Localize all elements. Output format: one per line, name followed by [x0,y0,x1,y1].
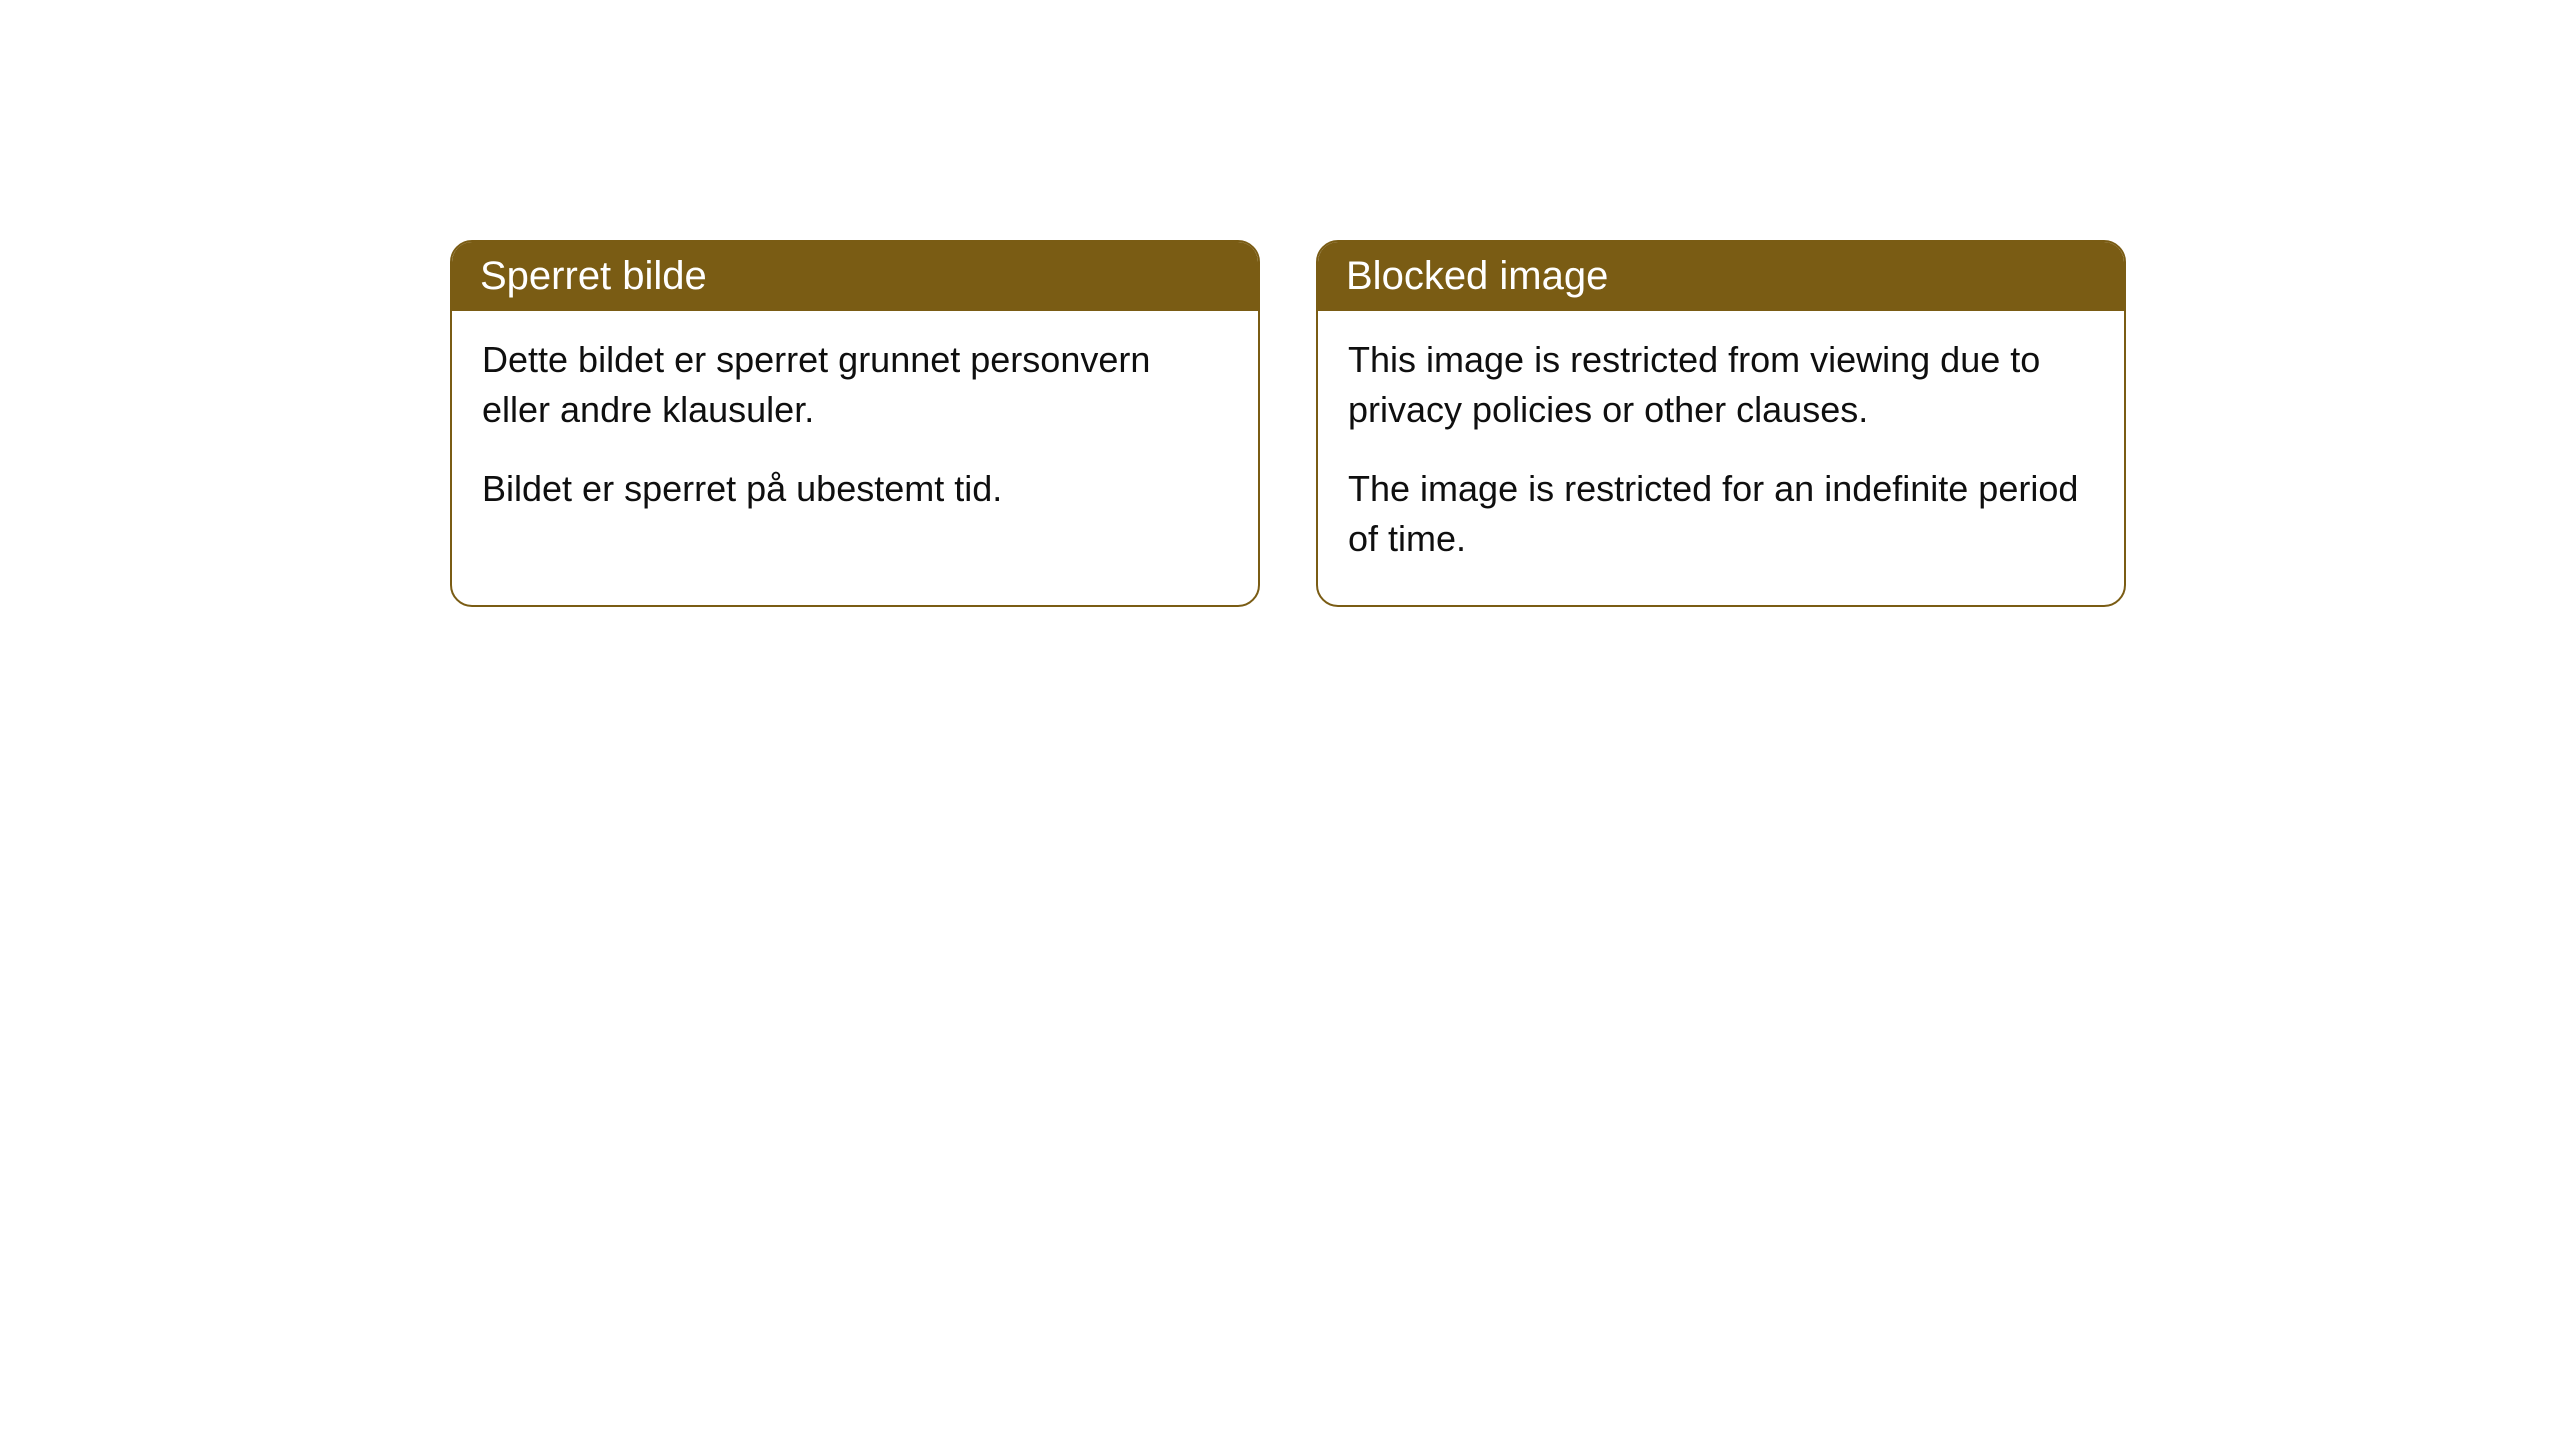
english-card-body: This image is restricted from viewing du… [1318,311,2124,605]
english-notice-card: Blocked image This image is restricted f… [1316,240,2126,607]
norwegian-card-header: Sperret bilde [452,242,1258,311]
english-card-title: Blocked image [1346,254,1608,298]
norwegian-card-title: Sperret bilde [480,254,707,298]
norwegian-card-body: Dette bildet er sperret grunnet personve… [452,311,1258,554]
english-card-header: Blocked image [1318,242,2124,311]
notice-cards-container: Sperret bilde Dette bildet er sperret gr… [450,240,2126,607]
norwegian-paragraph-1: Dette bildet er sperret grunnet personve… [482,335,1228,436]
norwegian-paragraph-2: Bildet er sperret på ubestemt tid. [482,464,1228,514]
english-paragraph-1: This image is restricted from viewing du… [1348,335,2094,436]
english-paragraph-2: The image is restricted for an indefinit… [1348,464,2094,565]
norwegian-notice-card: Sperret bilde Dette bildet er sperret gr… [450,240,1260,607]
